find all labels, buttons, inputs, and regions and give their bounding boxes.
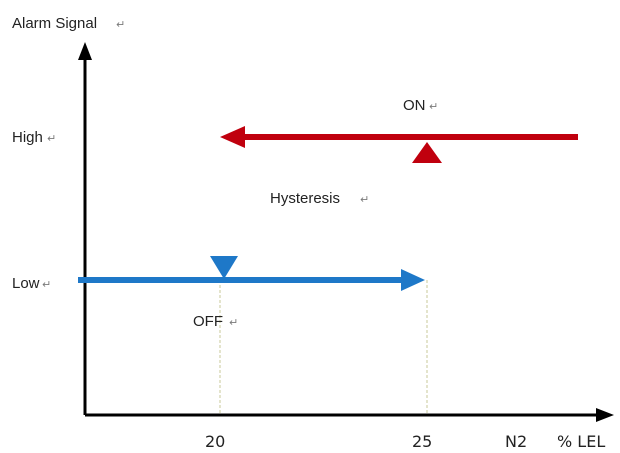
- gas-label: N2: [505, 432, 527, 451]
- low-arrow-head: [401, 269, 425, 291]
- off-label: OFF: [193, 313, 223, 330]
- on-label: ON: [403, 97, 426, 114]
- paragraph-mark: ↵: [229, 316, 238, 329]
- paragraph-mark: ↵: [429, 100, 438, 113]
- level-high-label: High: [12, 129, 43, 146]
- paragraph-mark: ↵: [360, 193, 369, 206]
- paragraph-mark: ↵: [42, 278, 51, 291]
- y-axis-title: Alarm Signal: [12, 15, 97, 32]
- paragraph-mark: ↵: [116, 18, 125, 31]
- x-axis-arrowhead: [596, 408, 614, 422]
- unit-label: % LEL: [557, 432, 605, 451]
- hysteresis-label: Hysteresis: [270, 190, 340, 207]
- level-low-label: Low: [12, 275, 40, 292]
- y-axis-arrowhead: [78, 42, 92, 60]
- paragraph-mark: ↵: [47, 132, 56, 145]
- x-tick-20: 20: [205, 432, 225, 451]
- on-arrow-head: [412, 142, 442, 163]
- high-arrow-head: [220, 126, 245, 148]
- off-arrow-head: [210, 256, 238, 279]
- x-tick-25: 25: [412, 432, 432, 451]
